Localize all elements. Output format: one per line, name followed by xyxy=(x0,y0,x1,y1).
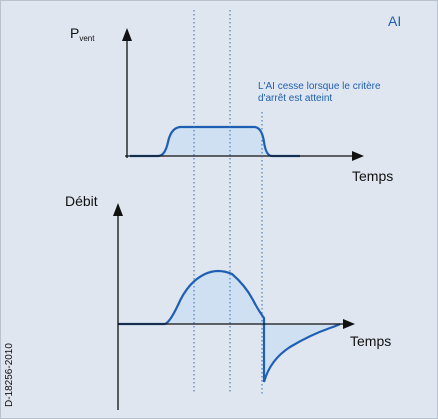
pressure-curve xyxy=(130,125,300,158)
pressure-chart: Pvent Temps L'AI cesse lorsque le critèr… xyxy=(70,25,393,184)
flow-area-expiration xyxy=(264,324,340,382)
flow-y-label: Débit xyxy=(65,193,98,209)
flow-area-inspiration xyxy=(165,271,264,324)
flow-curve xyxy=(118,269,341,383)
pressure-x-arrow xyxy=(352,151,364,161)
pressure-x-label: Temps xyxy=(352,168,393,184)
mode-label: AI xyxy=(388,13,401,29)
figure-id: D-18256-2010 xyxy=(4,343,15,407)
guide-lines xyxy=(193,10,263,394)
pressure-y-label: Pvent xyxy=(70,25,95,43)
flow-x-label: Temps xyxy=(350,333,391,349)
annotation-line-2: d'arrêt est atteint xyxy=(258,93,332,104)
pressure-area xyxy=(158,127,272,156)
flow-x-arrow xyxy=(343,319,355,329)
pressure-y-arrow xyxy=(122,28,132,41)
annotation-line-1: L'AI cesse lorsque le critère xyxy=(258,81,381,92)
flow-y-arrow xyxy=(113,203,123,216)
flow-chart: Débit Temps xyxy=(65,193,391,410)
